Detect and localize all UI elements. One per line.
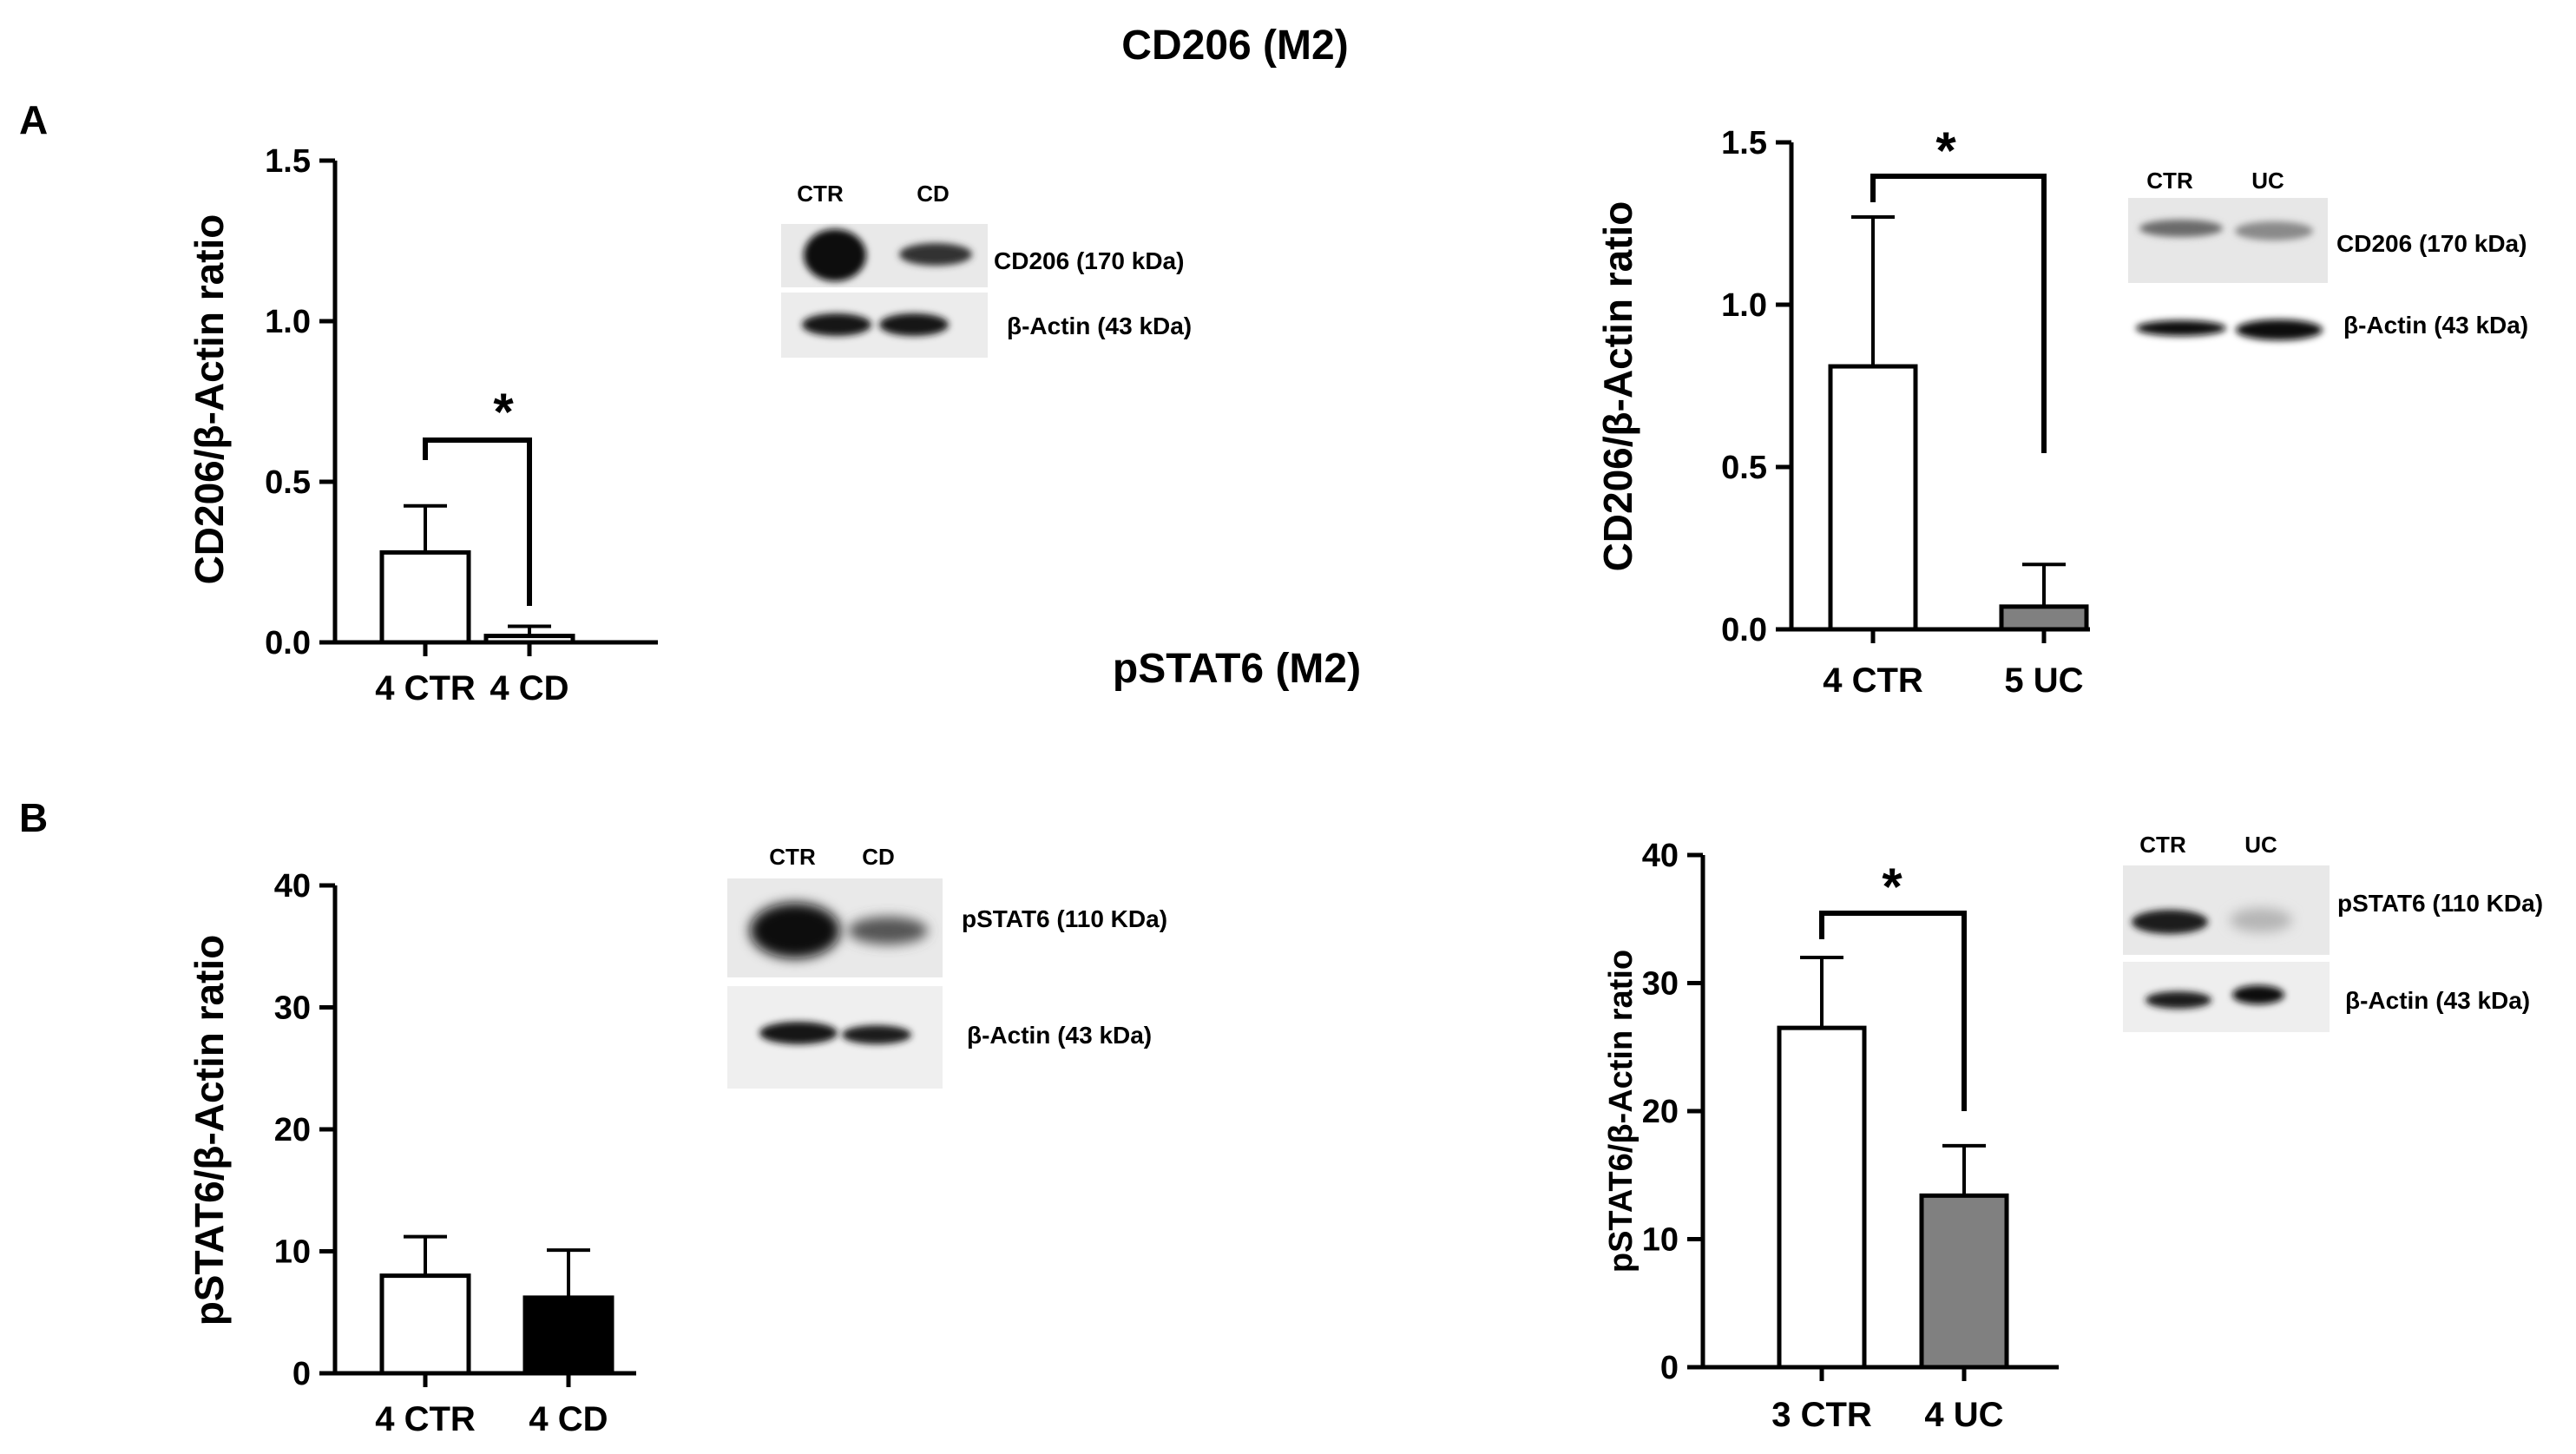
x-tick-label: 4 UC [1924,1396,2003,1434]
x-tick-label: 4 CTR [375,1400,476,1438]
panel-label-b: B [19,795,48,840]
significance-bracket [423,438,532,606]
y-tick-label: 0.0 [1721,612,1767,648]
blot-band-label: β-Actin (43 kDa) [2343,312,2528,339]
bar [379,1273,471,1376]
bar [379,549,471,645]
blot-panel [727,986,943,1089]
x-tick-label: 4 CD [529,1400,608,1438]
y-tick-label: 0 [1660,1350,1679,1386]
y-tick-label: 20 [1642,1094,1679,1130]
blot-panel [2123,865,2330,955]
western-blot-cd206-uc: CTR UC CD206 (170 kDa) β-Actin (43 kDa) [2128,168,2528,340]
y-tick-label: 0.0 [265,625,311,661]
western-blot-pstat6-cd: CTR CD pSTAT6 (110 KDa) β-Actin (43 kDa) [727,844,1167,1089]
blot-band [2236,319,2323,340]
blot-band [848,917,928,944]
blot-band [842,1025,911,1044]
western-blot-cd206-cd: CTR CD CD206 (170 kDa) β-Actin (43 kDa) [781,181,1192,358]
bar [1919,1193,2009,1370]
y-axis-label: pSTAT6/β-Actin ratio [187,935,232,1326]
blot-panel [2128,198,2328,283]
blot-band-label: CD206 (170 kDa) [2336,230,2527,257]
blot-band [804,229,866,281]
blot-band [2136,320,2226,336]
blot-band [2235,221,2313,240]
y-tick-label: 1.5 [1721,125,1767,161]
blot-lane-label: UC [2244,832,2277,858]
x-tick-label: 4 CD [490,669,568,707]
blot-band [759,1022,838,1044]
y-tick-label: 30 [274,990,311,1027]
y-tick-label: 0 [292,1356,311,1392]
y-tick-label: 10 [274,1234,311,1271]
y-tick-label: 10 [1642,1222,1679,1259]
chart-cd206-cd: 0.0 0.5 1.0 1.5 4 CTR 4 CD * CD206/β-Actin rati… [187,143,658,707]
bar [522,1295,614,1376]
significance-star: * [493,383,514,441]
y-tick-label: 40 [1642,838,1679,874]
x-tick-label: 5 UC [2004,661,2083,700]
title-cd206: CD206 (M2) [1121,23,1348,69]
y-tick-label: 20 [274,1112,311,1148]
x-tick-label: 3 CTR [1771,1396,1872,1434]
y-tick-label: 0.5 [265,464,311,501]
blot-band-label: β-Actin (43 kDa) [1007,313,1192,339]
y-tick-label: 1.0 [265,304,311,340]
y-axis-label: CD206/β-Actin ratio [187,214,232,585]
blot-band [2139,220,2223,237]
blot-lane-label: CD [917,181,950,207]
y-tick-label: 1.5 [265,143,311,180]
blot-band [2230,908,2292,932]
bar [1777,1025,1867,1370]
blot-band [899,243,972,266]
chart-pstat6-uc: 0 10 20 30 40 3 CTR 4 UC * pSTAT6/β-Actin ratio [1603,838,2059,1434]
significance-bracket [1870,174,2047,453]
x-tick-label: 4 CTR [375,669,476,707]
bar [1828,364,1918,632]
significance-star: * [1882,858,1902,916]
blot-band-label: pSTAT6 (110 KDa) [962,905,1167,932]
blot-band-label: β-Actin (43 kDa) [2345,987,2530,1014]
blot-lane-label: CD [862,844,895,870]
x-tick-label: 4 CTR [1823,661,1923,700]
blot-band [2232,985,2284,1004]
chart-pstat6-cd: 0 10 20 30 40 4 CTR 4 CD pSTAT6/β-Actin ratio [187,868,636,1438]
blot-lane-label: CTR [797,181,844,207]
y-tick-label: 1.0 [1721,287,1767,324]
y-tick-label: 30 [1642,966,1679,1003]
panel-label-a: A [19,97,48,142]
y-tick-label: 40 [274,868,311,905]
bar [483,634,575,645]
blot-band [750,903,840,958]
y-axis-label: pSTAT6/β-Actin ratio [1603,950,1640,1273]
y-tick-label: 0.5 [1721,450,1767,486]
blot-band [802,313,871,336]
significance-bracket [1819,911,1967,1111]
blot-band [879,313,949,336]
blot-band [2132,910,2208,934]
blot-band-label: CD206 (170 kDa) [994,247,1184,274]
blot-lane-label: CTR [769,844,816,870]
blot-band-label: pSTAT6 (110 KDa) [2337,890,2543,917]
title-pstat6: pSTAT6 (M2) [1113,646,1361,692]
significance-star: * [1935,122,1956,180]
blot-band [2146,991,2211,1009]
blot-lane-label: CTR [2139,832,2186,858]
y-axis-label: CD206/β-Actin ratio [1595,201,1640,572]
western-blot-pstat6-uc: CTR UC pSTAT6 (110 KDa) β-Actin (43 kDa) [2123,832,2543,1032]
blot-lane-label: CTR [2146,168,2193,194]
chart-cd206-uc: 0.0 0.5 1.0 1.5 4 CTR 5 UC * CD206/β-Actin rati… [1595,122,2090,700]
bar [1999,604,2089,632]
blot-lane-label: UC [2251,168,2284,194]
blot-band-label: β-Actin (43 kDa) [967,1022,1152,1049]
